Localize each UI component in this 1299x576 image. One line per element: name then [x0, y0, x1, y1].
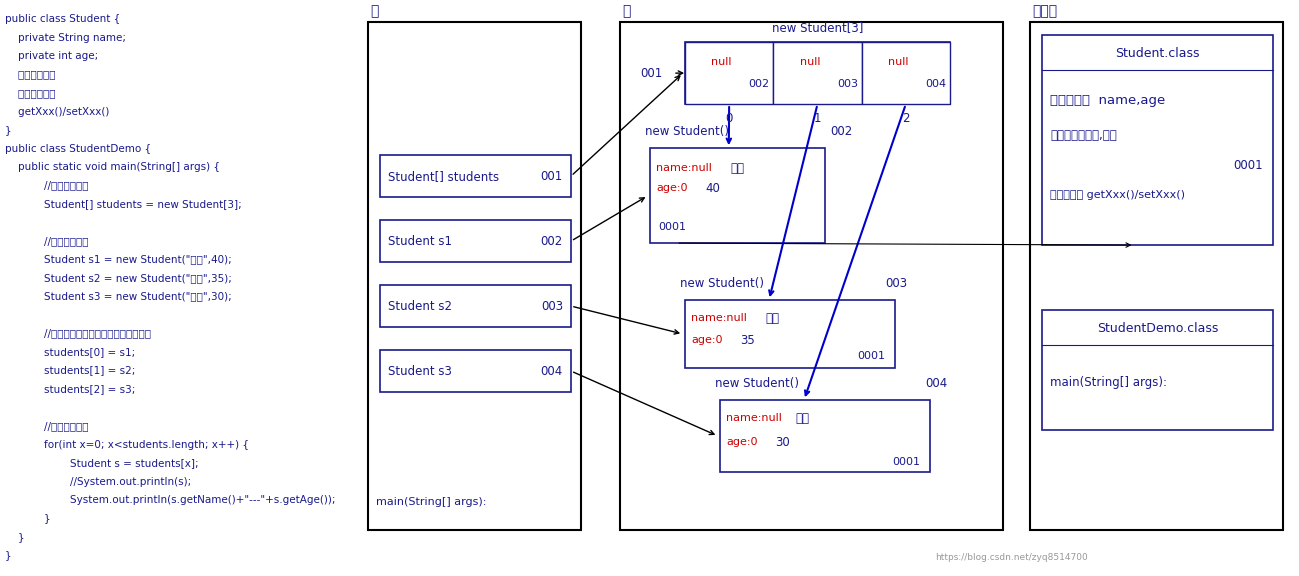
Text: //遍历学生数组: //遍历学生数组 [5, 421, 88, 431]
Text: }: } [5, 514, 51, 524]
Bar [861, 42, 950, 104]
Text: Student[] students = new Student[3];: Student[] students = new Student[3]; [5, 199, 242, 209]
Text: 001: 001 [640, 67, 662, 79]
Text: main(String[] args):: main(String[] args): [375, 497, 486, 507]
Text: 0001: 0001 [659, 222, 686, 232]
Text: 孙权: 孙权 [795, 411, 809, 425]
Text: 成员变量：  name,age: 成员变量： name,age [1050, 94, 1165, 107]
Bar [368, 22, 581, 530]
Text: }: } [5, 551, 12, 560]
Text: Student s1: Student s1 [388, 234, 452, 248]
Text: 刘备: 刘备 [765, 312, 779, 324]
Text: //创建学生对象: //创建学生对象 [5, 236, 88, 246]
Text: //创建学生数组: //创建学生数组 [5, 181, 88, 191]
Text: students[0] = s1;: students[0] = s1; [5, 347, 135, 357]
Text: 35: 35 [740, 334, 755, 347]
Bar [1042, 35, 1273, 245]
Bar [381, 220, 572, 262]
Text: null: null [800, 57, 821, 67]
Text: StudentDemo.class: StudentDemo.class [1096, 321, 1218, 335]
Text: 成员方法： getXxx()/setXxx(): 成员方法： getXxx()/setXxx() [1050, 190, 1185, 200]
Text: new Student(): new Student() [679, 277, 764, 290]
Text: 0001: 0001 [857, 351, 885, 361]
Text: 003: 003 [885, 277, 907, 290]
Text: public class StudentDemo {: public class StudentDemo { [5, 143, 151, 154]
Text: students[2] = s3;: students[2] = s3; [5, 384, 135, 394]
Text: name:null: name:null [691, 313, 747, 323]
Text: 002: 002 [748, 79, 770, 89]
Text: Student.class: Student.class [1116, 47, 1200, 60]
Text: 构造方法：无参,带参: 构造方法：无参,带参 [1050, 128, 1117, 142]
Text: new Student(): new Student() [646, 125, 729, 138]
Bar [720, 400, 930, 472]
Text: }: } [5, 532, 25, 542]
Text: Student s2 = new Student("刘备",35);: Student s2 = new Student("刘备",35); [5, 273, 233, 283]
Text: 003: 003 [540, 300, 562, 313]
Text: 堆: 堆 [622, 4, 630, 18]
Text: Student s = students[x];: Student s = students[x]; [5, 458, 199, 468]
Text: private String name;: private String name; [5, 33, 126, 43]
Text: //把学生对象作为元素赋值给学生数组: //把学生对象作为元素赋值给学生数组 [5, 328, 151, 339]
Bar [620, 22, 1003, 530]
Bar [685, 42, 950, 104]
Text: students[1] = s2;: students[1] = s2; [5, 366, 135, 376]
Text: 001: 001 [540, 169, 562, 183]
Text: new Student(): new Student() [714, 377, 799, 390]
Bar [1030, 22, 1283, 530]
Text: name:null: name:null [656, 163, 712, 173]
Text: System.out.println(s.getName()+"---"+s.getAge());: System.out.println(s.getName()+"---"+s.g… [5, 495, 335, 505]
Text: null: null [712, 57, 733, 67]
Text: age:0: age:0 [656, 183, 687, 193]
Text: 0001: 0001 [1233, 158, 1263, 172]
Text: }: } [5, 125, 12, 135]
Text: 曹操: 曹操 [730, 162, 744, 175]
Text: 2: 2 [902, 112, 909, 124]
Text: 40: 40 [705, 181, 720, 195]
Bar [685, 42, 773, 104]
Text: 方法区: 方法区 [1031, 4, 1057, 18]
Text: Student s1 = new Student("曹操",40);: Student s1 = new Student("曹操",40); [5, 255, 231, 264]
Text: 1: 1 [813, 112, 821, 124]
Bar [381, 155, 572, 197]
Bar [685, 300, 895, 368]
Text: 栈: 栈 [370, 4, 378, 18]
Bar [1042, 310, 1273, 430]
Text: //System.out.println(s);: //System.out.println(s); [5, 476, 191, 487]
Text: 004: 004 [540, 365, 562, 377]
Text: 无参构造方法: 无参构造方法 [5, 70, 56, 79]
Text: public static void main(String[] args) {: public static void main(String[] args) { [5, 162, 220, 172]
Bar [650, 148, 825, 243]
Text: main(String[] args):: main(String[] args): [1050, 376, 1167, 389]
Text: 004: 004 [925, 377, 947, 390]
Text: getXxx()/setXxx(): getXxx()/setXxx() [5, 107, 109, 116]
Bar [773, 42, 861, 104]
Text: age:0: age:0 [691, 335, 722, 345]
Text: for(int x=0; x<students.length; x++) {: for(int x=0; x<students.length; x++) { [5, 439, 249, 449]
Text: 带参构造方法: 带参构造方法 [5, 88, 56, 98]
Text: private int age;: private int age; [5, 51, 99, 61]
Bar [381, 285, 572, 327]
Text: Student s3: Student s3 [388, 365, 452, 377]
Text: 30: 30 [776, 435, 790, 449]
Text: 0: 0 [725, 112, 733, 124]
Bar [381, 350, 572, 392]
Text: https://blog.csdn.net/zyq8514700: https://blog.csdn.net/zyq8514700 [935, 553, 1087, 562]
Text: Student s2: Student s2 [388, 300, 452, 313]
Text: Student[] students: Student[] students [388, 169, 499, 183]
Text: null: null [889, 57, 909, 67]
Text: 004: 004 [925, 79, 947, 89]
Text: name:null: name:null [726, 413, 782, 423]
Text: 0001: 0001 [892, 457, 920, 467]
Text: public class Student {: public class Student { [5, 14, 121, 24]
Text: new Student[3]: new Student[3] [772, 21, 864, 34]
Text: age:0: age:0 [726, 437, 757, 447]
Text: 002: 002 [830, 125, 852, 138]
Text: 002: 002 [540, 234, 562, 248]
Text: 003: 003 [837, 79, 857, 89]
Text: Student s3 = new Student("孙权",30);: Student s3 = new Student("孙权",30); [5, 291, 231, 302]
